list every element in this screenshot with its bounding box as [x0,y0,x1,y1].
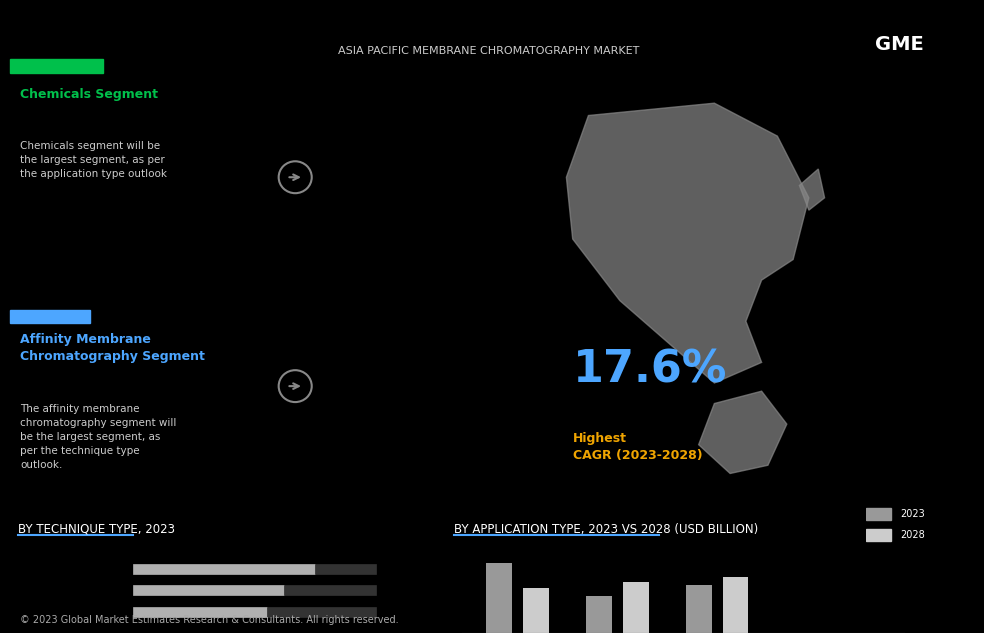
Bar [586,596,612,633]
Bar [722,577,749,633]
Polygon shape [567,103,809,383]
Bar [283,586,377,595]
Bar [686,586,711,633]
Bar [10,310,90,323]
Bar [623,582,648,633]
Polygon shape [799,169,825,210]
Text: 17.6%: 17.6% [573,348,727,391]
Text: BY TECHNIQUE TYPE, 2023: BY TECHNIQUE TYPE, 2023 [18,523,175,536]
Bar [316,564,377,573]
Text: 2028: 2028 [900,530,925,540]
Text: 2023: 2023 [900,509,925,519]
Bar [267,606,377,617]
Bar [866,529,891,541]
Bar [133,564,316,573]
Polygon shape [699,391,787,473]
Text: BY APPLICATION TYPE, 2023 VS 2028 (USD BILLION): BY APPLICATION TYPE, 2023 VS 2028 (USD B… [454,523,758,536]
Text: Chemicals segment will be
the largest segment, as per
the application type outlo: Chemicals segment will be the largest se… [21,141,167,179]
Text: ASIA PACIFIC MEMBRANE CHROMATOGRAPHY MARKET: ASIA PACIFIC MEMBRANE CHROMATOGRAPHY MAR… [338,46,639,56]
Bar [866,508,891,520]
Text: © 2023 Global Market Estimates Research & Consultants. All rights reserved.: © 2023 Global Market Estimates Research … [20,615,399,625]
Text: Highest
CAGR (2023-2028): Highest CAGR (2023-2028) [573,432,703,462]
Bar [486,563,513,633]
Bar [523,587,549,633]
Bar [133,606,267,617]
Text: The affinity membrane
chromatography segment will
be the largest segment, as
per: The affinity membrane chromatography seg… [21,404,177,470]
Bar [133,586,283,595]
Text: GME: GME [875,35,923,54]
Text: Chemicals Segment: Chemicals Segment [21,87,158,101]
Bar [10,59,103,73]
Text: Affinity Membrane
Chromatography Segment: Affinity Membrane Chromatography Segment [21,333,206,363]
